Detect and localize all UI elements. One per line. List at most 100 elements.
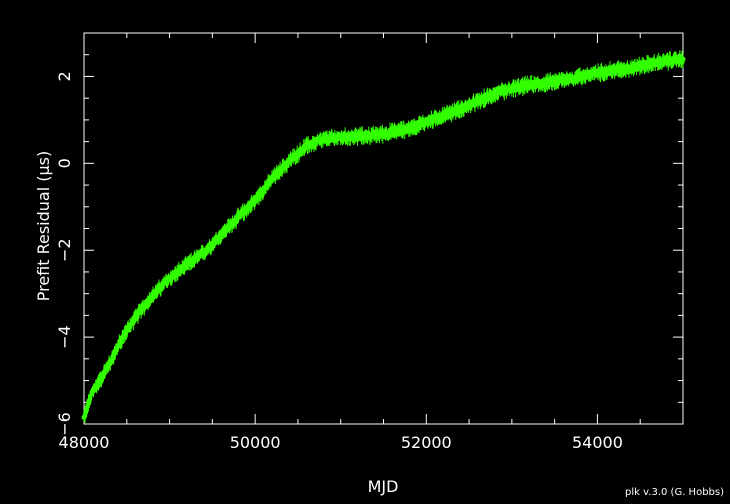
data-point [293, 152, 297, 156]
data-point [546, 77, 550, 81]
data-point [680, 56, 686, 62]
data-point [360, 131, 364, 135]
data-point [509, 86, 515, 92]
data-point [460, 110, 464, 114]
data-point [136, 315, 140, 319]
data-point [671, 62, 675, 66]
data-point [174, 274, 178, 278]
data-point [194, 257, 198, 261]
data-point [377, 135, 381, 139]
data-point [140, 310, 144, 314]
data-point [362, 136, 366, 140]
data-point [235, 215, 241, 221]
data-point [451, 113, 455, 117]
data-point [303, 143, 309, 149]
data-point [219, 230, 223, 234]
data-point [201, 249, 207, 255]
data-point [372, 132, 378, 138]
data-point [504, 91, 508, 95]
data-point [124, 331, 128, 335]
data-point [333, 134, 337, 138]
data-point [367, 131, 371, 135]
data-point [97, 383, 101, 387]
data-point [124, 328, 130, 334]
data-point [243, 212, 247, 216]
data-point [213, 242, 217, 246]
data-point [286, 158, 292, 164]
x-tick-label: 48000 [59, 433, 110, 452]
data-point [423, 119, 429, 125]
data-point [466, 107, 470, 111]
data-point [109, 358, 113, 362]
data-point [443, 116, 447, 120]
data-point [301, 149, 305, 153]
data-point [167, 275, 173, 281]
data-point [405, 130, 409, 134]
data-point [321, 136, 327, 142]
data-point [107, 366, 111, 370]
data-point [193, 260, 197, 264]
data-point [629, 65, 635, 71]
software-credit: plk v.3.0 (G. Hobbs) [625, 487, 724, 498]
data-point [258, 195, 262, 199]
data-point [158, 284, 164, 290]
y-tick-label: 0 [55, 158, 74, 168]
data-point [492, 91, 498, 97]
data-point [268, 178, 272, 182]
data-point [199, 252, 203, 256]
data-point [235, 220, 239, 224]
data-point [560, 77, 566, 83]
data-point [285, 165, 289, 169]
data-point [390, 127, 394, 131]
data-point [612, 67, 618, 73]
data-point [170, 276, 174, 280]
data-point [431, 118, 435, 122]
data-point [313, 141, 317, 145]
data-point [141, 304, 147, 310]
data-point [470, 104, 474, 108]
data-point [577, 73, 583, 79]
data-point [510, 89, 514, 93]
data-point [653, 63, 657, 67]
data-point [406, 126, 412, 132]
data-point [218, 232, 224, 238]
data-point [328, 139, 332, 143]
data-point [638, 61, 642, 65]
data-point [240, 208, 244, 212]
data-point [210, 246, 214, 250]
data-point [280, 170, 284, 174]
y-tick-label: 2 [55, 71, 74, 81]
data-points [81, 50, 686, 424]
data-point [166, 282, 170, 286]
data-point [149, 298, 153, 302]
y-axis-label: Prefit Residual (μs) [34, 151, 53, 302]
data-point [98, 375, 104, 381]
data-point [543, 80, 549, 86]
y-tick-label: −2 [55, 238, 74, 262]
data-point [594, 70, 600, 76]
data-point [614, 71, 618, 75]
x-axis: 48000 50000 52000 54000 [59, 33, 684, 452]
data-point [81, 414, 87, 420]
data-point [502, 92, 506, 96]
data-point [567, 78, 571, 82]
data-point [635, 61, 639, 65]
data-point [252, 197, 258, 203]
data-point [475, 99, 481, 105]
x-tick-label: 50000 [230, 433, 281, 452]
x-axis-label: MJD [368, 477, 399, 496]
data-point [151, 297, 155, 301]
data-point [681, 60, 685, 64]
data-point [646, 61, 652, 67]
data-point [275, 170, 279, 174]
x-tick-label: 52000 [401, 433, 452, 452]
x-tick-label: 54000 [572, 433, 623, 452]
data-point [89, 395, 93, 399]
data-point [249, 206, 253, 210]
data-point [533, 86, 537, 90]
data-point [372, 130, 376, 134]
data-point [351, 132, 355, 136]
data-point [115, 343, 121, 349]
data-point [233, 218, 237, 222]
